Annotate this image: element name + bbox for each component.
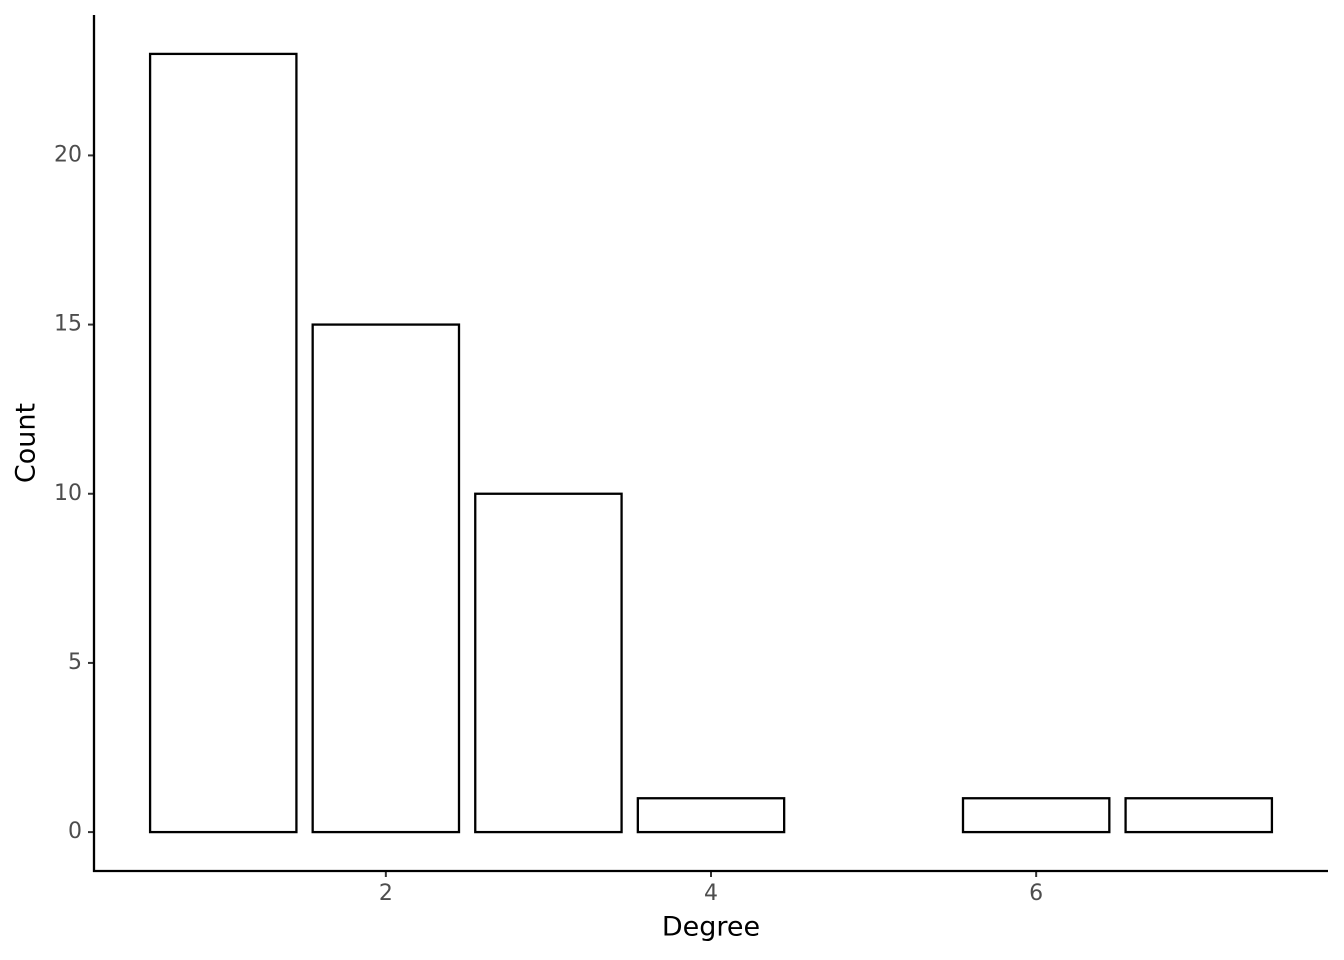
bar [311,323,461,834]
y-tick-label: 5 [68,650,82,675]
y-tick-label: 20 [54,142,82,167]
x-axis-title: Degree [662,912,760,943]
bar [1124,797,1274,834]
x-tick-label: 6 [1029,881,1043,906]
bar [474,492,623,834]
x-tick-label: 4 [704,881,718,906]
y-tick-label: 10 [54,481,82,506]
x-tick-label: 2 [379,881,393,906]
y-tick-label: 0 [68,819,82,844]
bar [636,797,786,834]
bar [148,52,298,834]
bar [961,797,1111,834]
y-axis-title: Count [11,403,42,483]
y-tick-label: 15 [54,312,82,337]
